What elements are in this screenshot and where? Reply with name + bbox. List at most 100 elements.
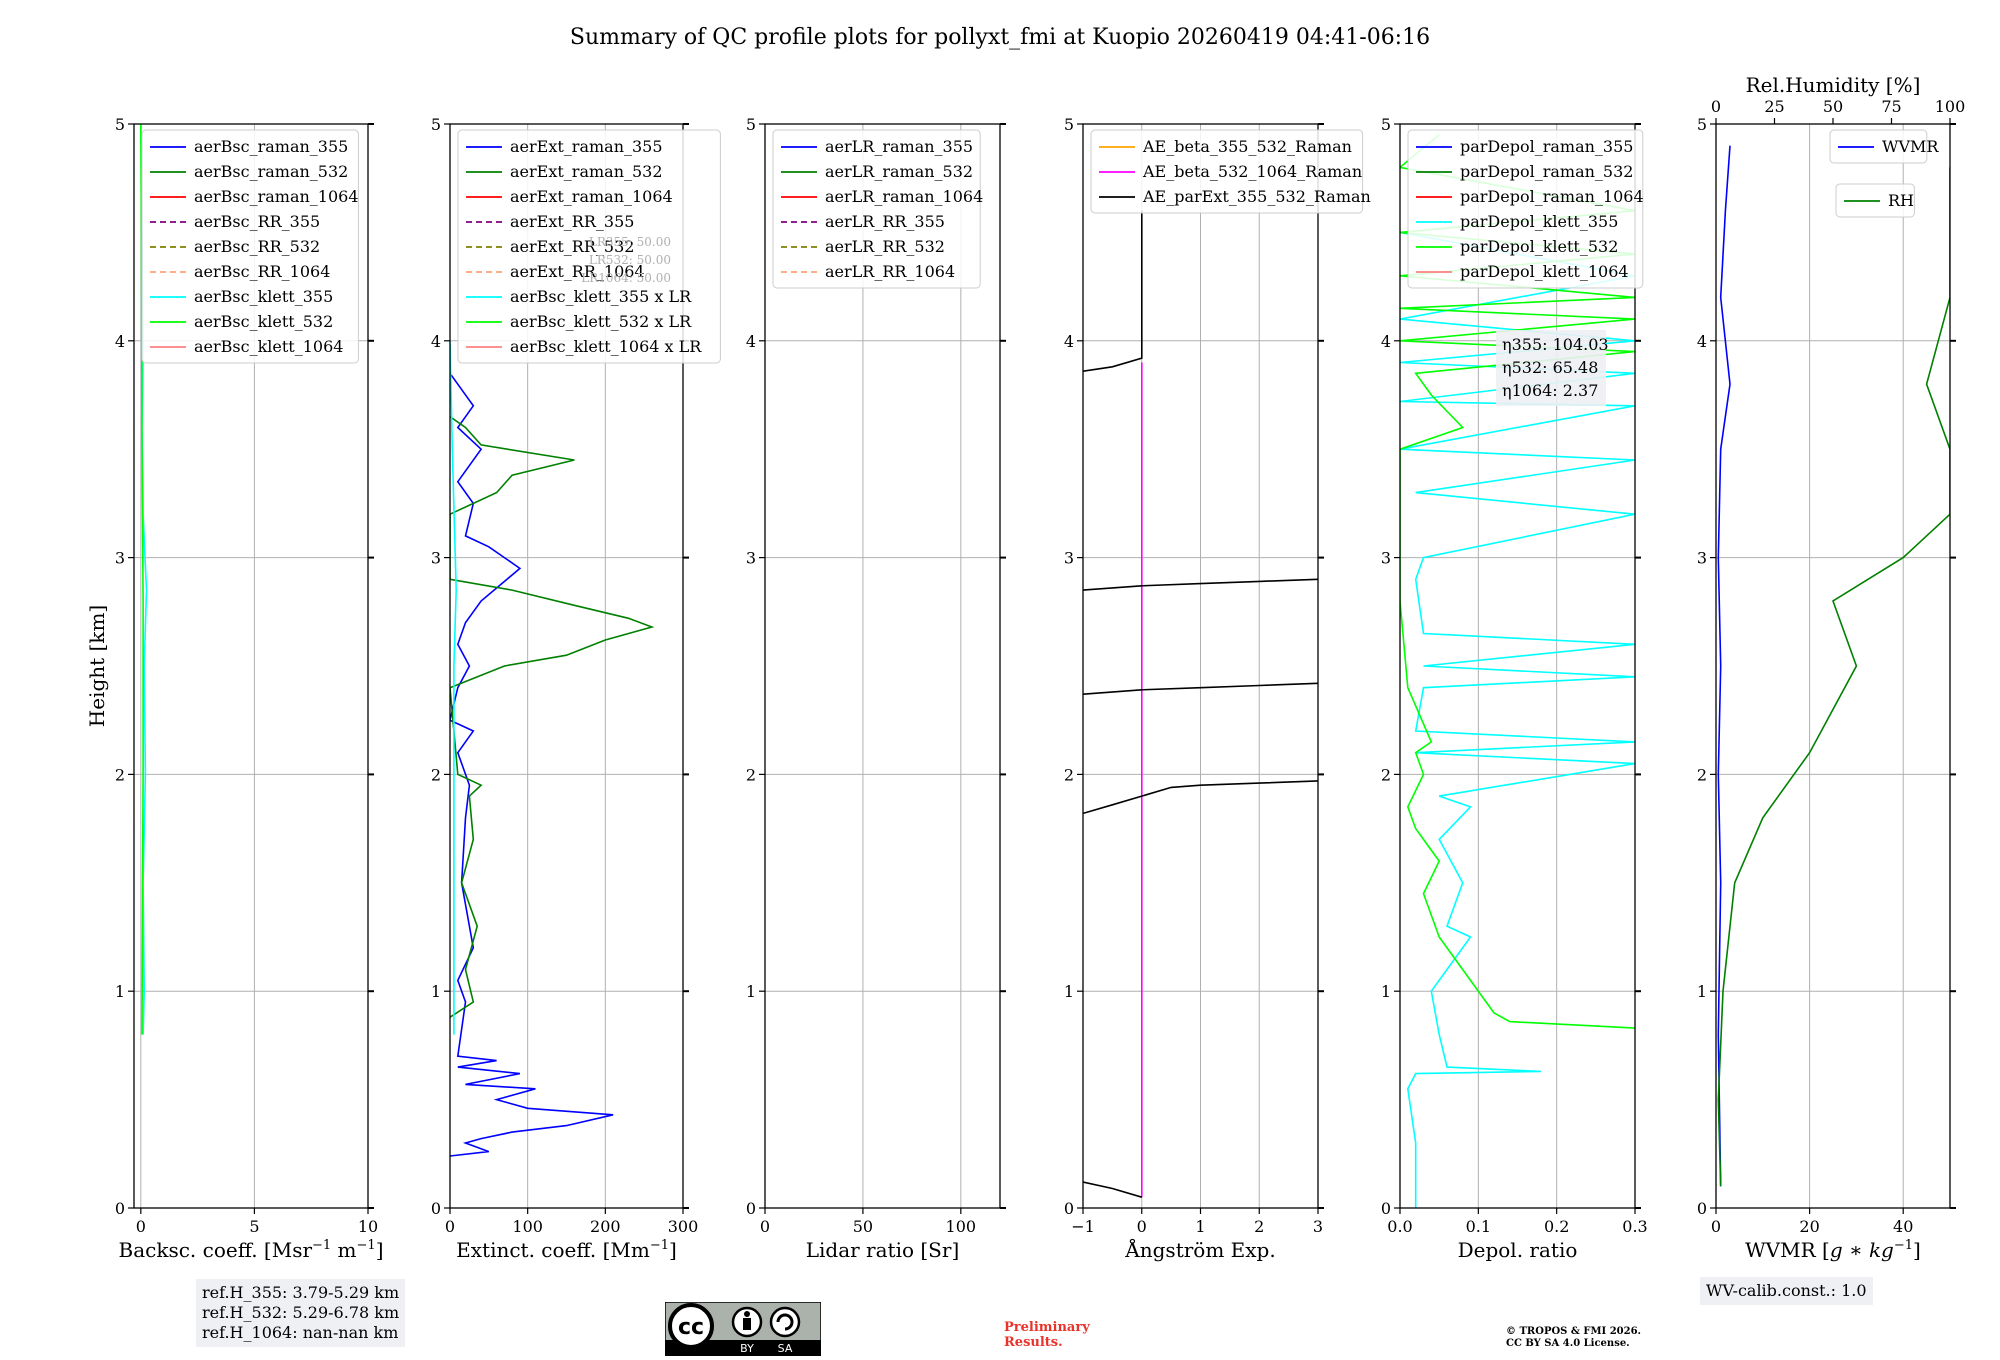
legend-label: WVMR: [1882, 137, 1939, 156]
x-axis-label: WVMR [g ∗ kg−1]: [1745, 1238, 1921, 1262]
y-tick-label: 0: [746, 1199, 756, 1218]
legend-wvmr: WVMR: [1829, 129, 1939, 164]
cc-logo-text: cc: [678, 1315, 704, 1340]
x-tick-label: 0.1: [1466, 1217, 1491, 1236]
legend-label: aerExt_raman_532: [510, 162, 663, 181]
legend-frame: [457, 129, 721, 364]
axes-frame: [449, 123, 684, 1209]
y-tick-label: 1: [1697, 982, 1707, 1001]
legend-label: aerLR_RR_355: [825, 212, 945, 231]
y-tick-label: 0: [1697, 1199, 1707, 1218]
x-tick-label: 0: [136, 1217, 146, 1236]
x-tick-label: 0: [760, 1217, 770, 1236]
legend-angstrom: AE_beta_355_532_Raman AE_beta_532_1064_Ra…: [1090, 129, 1371, 214]
y-tick-label: 2: [115, 765, 125, 784]
legend-frame: [772, 129, 981, 289]
x-tick-label: 0.3: [1622, 1217, 1647, 1236]
legend-label: parDepol_raman_355: [1460, 137, 1633, 156]
ref-h-1064: ref.H_1064: nan-nan km: [202, 1323, 399, 1342]
x-tick-label: 1: [1195, 1217, 1205, 1236]
legend-label: AE_beta_532_1064_Raman: [1142, 162, 1362, 181]
legend-label: aerLR_raman_532: [825, 162, 973, 181]
legend-label: aerBsc_raman_1064: [194, 187, 359, 206]
y-tick-label: 2: [1697, 765, 1707, 784]
x-axis-label: Ångström Exp.: [1124, 1237, 1275, 1262]
y-tick-label: 3: [115, 549, 125, 568]
legend-label: parDepol_klett_532: [1460, 237, 1618, 256]
series-aerExt_raman_355: [450, 372, 614, 1157]
wv-calib-const: WV-calib.const.: 1.0: [1706, 1281, 1867, 1300]
top-x-tick-label: 50: [1823, 97, 1843, 116]
legend-label: parDepol_raman_1064: [1460, 187, 1644, 206]
y-tick-label: 3: [1381, 549, 1391, 568]
cc-by-label: BY: [740, 1342, 754, 1355]
legend-label: aerExt_raman_1064: [510, 187, 673, 206]
y-tick-label: 5: [1381, 115, 1391, 134]
panel-depolarization: 0 1 2 3 4 5 0.0 0.1 0.2 0.3 Depol. ratio parDepol_r…: [1381, 115, 1648, 1262]
legend-label: aerBsc_klett_532: [194, 312, 333, 331]
legend-label: parDepol_klett_1064: [1460, 262, 1629, 281]
copyright-notice: © TROPOS & FMI 2026. CC BY SA 4.0 Licens…: [1506, 1326, 1641, 1350]
x-tick-label: −1: [1071, 1217, 1095, 1236]
legend-extinction: aerExt_raman_355 aerExt_raman_532 aerExt_r…: [457, 129, 721, 364]
top-axis-label: Rel.Humidity [%]: [1746, 73, 1921, 97]
legend-depolarization: parDepol_raman_355 parDepol_raman_532 parD…: [1407, 129, 1644, 289]
copyright-line-1: © TROPOS & FMI 2026.: [1506, 1326, 1642, 1337]
copyright-line-2: CC BY SA 4.0 License.: [1506, 1338, 1630, 1349]
ref-h-532: ref.H_532: 5.29-6.78 km: [202, 1303, 400, 1322]
x-tick-label: 0.2: [1544, 1217, 1569, 1236]
x-tick-label: 200: [590, 1217, 621, 1236]
figure-title: Summary of QC profile plots for pollyxt_…: [570, 25, 1430, 50]
x-tick-label: 5: [249, 1217, 259, 1236]
axes-frame: [1399, 123, 1636, 1209]
y-tick-label: 3: [1697, 549, 1707, 568]
legend-frame: [141, 129, 359, 364]
y-tick-label: 0: [431, 1199, 441, 1218]
y-tick-label: 3: [431, 549, 441, 568]
cc-license-logo: cc BY SA: [665, 1302, 821, 1356]
x-tick-label: 100: [946, 1217, 977, 1236]
x-tick-label: 0: [1137, 1217, 1147, 1236]
eta-label: η1064: 2.37: [1502, 381, 1598, 400]
series-AE_parExt_355_532_Raman-d: [1083, 578, 1318, 591]
series-RH: [1717, 167, 1950, 1187]
axes-frame: [1715, 123, 1951, 1209]
y-tick-label: 4: [1697, 332, 1707, 351]
series-aerBsc_klett_355-x-LR: [450, 340, 458, 1035]
legend-label: aerBsc_klett_532 x LR: [510, 312, 692, 331]
legend-label: aerExt_RR_1064: [510, 262, 645, 281]
y-tick-label: 3: [746, 549, 756, 568]
eta-box: [1496, 330, 1606, 406]
series-aerExt_raman_532: [450, 416, 655, 1018]
series-WVMR: [1717, 145, 1731, 1187]
ref-h-355: ref.H_355: 3.79-5.29 km: [202, 1283, 400, 1302]
cc-sa-label: SA: [778, 1342, 793, 1355]
x-tick-label: 10: [358, 1217, 378, 1236]
y-tick-label: 2: [1064, 765, 1074, 784]
eta-annotation: η355: 104.03 η532: 65.48 η1064: 2.37: [1496, 330, 1609, 406]
legend-label: AE_parExt_355_532_Raman: [1142, 187, 1371, 206]
legend-label: aerBsc_raman_355: [194, 137, 348, 156]
eta-label: η532: 65.48: [1502, 358, 1598, 377]
x-axis-label: Extinct. coeff. [Mm−1]: [456, 1238, 677, 1262]
lr-annotation: LR355: 50.00: [589, 235, 671, 249]
top-x-tick-label: 75: [1881, 97, 1901, 116]
x-axis-label: Lidar ratio [Sr]: [806, 1238, 960, 1262]
y-tick-label: 5: [746, 115, 756, 134]
y-tick-label: 5: [115, 115, 125, 134]
y-tick-label: 4: [746, 332, 756, 351]
y-tick-label: 0: [1064, 1199, 1074, 1218]
y-tick-label: 5: [431, 115, 441, 134]
x-tick-label: 100: [512, 1217, 543, 1236]
legend-label: aerBsc_raman_532: [194, 162, 348, 181]
y-tick-label: 1: [1381, 982, 1391, 1001]
preliminary-notice: Preliminary Results.: [1004, 1320, 1090, 1350]
legend-label: aerBsc_RR_355: [194, 212, 320, 231]
y-tick-label: 4: [1064, 332, 1074, 351]
legend-label: aerExt_raman_355: [510, 137, 663, 156]
y-tick-label: 5: [1697, 115, 1707, 134]
series-AE_parExt_355_532_Raman-e: [1083, 210, 1143, 372]
legend-label: parDepol_raman_532: [1460, 162, 1633, 181]
